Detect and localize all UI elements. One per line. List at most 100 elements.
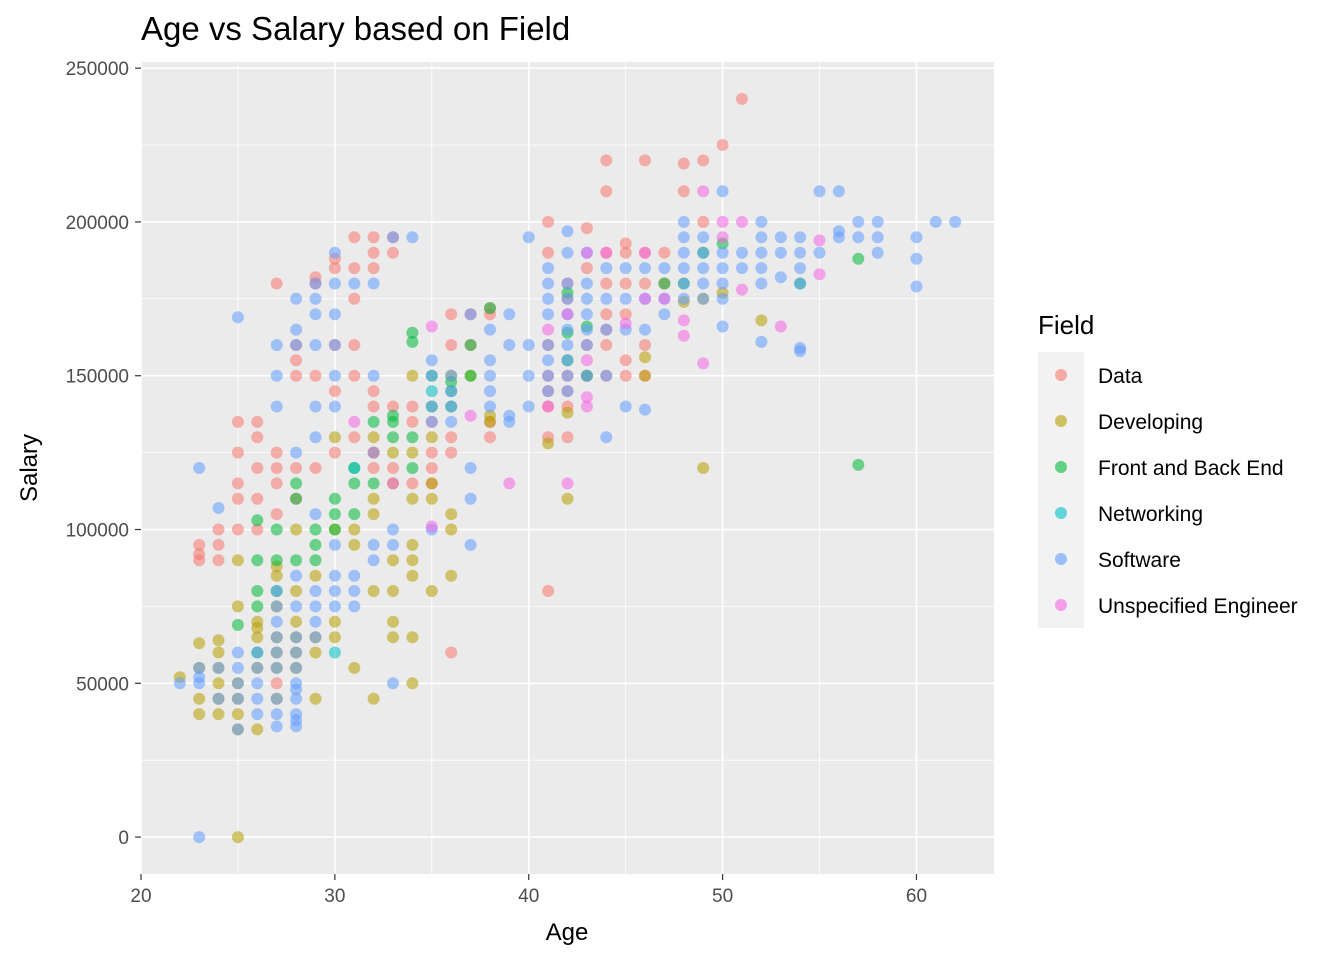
point-front-and-back-end [309,523,322,536]
point-unspecified-engineer [774,320,787,333]
point-data [231,523,244,536]
point-front-and-back-end [658,277,671,290]
point-developing [406,631,419,644]
point-software [600,323,613,336]
point-front-and-back-end [290,492,303,505]
point-data [328,262,341,275]
point-front-and-back-end [251,585,264,597]
point-data [406,477,419,490]
point-developing [231,708,244,721]
point-software [580,292,593,305]
point-software [677,292,690,305]
x-tick-label: 40 [518,886,539,907]
point-data [270,462,283,474]
point-developing [290,585,303,597]
plot-panel [141,62,994,874]
point-software [503,339,516,351]
point-software [580,323,593,336]
point-developing [387,585,399,597]
y-tick-label: 150000 [66,367,129,388]
point-data [406,400,419,413]
point-software [716,185,729,198]
point-data [716,139,729,151]
point-developing [193,692,206,705]
point-software [193,462,206,474]
point-software [774,231,787,244]
minor-grid [141,62,994,874]
point-data [309,369,322,382]
x-axis-title: Age [546,919,589,946]
point-developing [348,523,361,536]
point-software [367,538,380,551]
point-software [716,292,729,305]
point-software [813,246,826,259]
point-software [328,538,341,551]
legend-key-developing [1055,415,1067,427]
point-data [639,277,651,290]
point-data [348,431,361,444]
point-developing [406,492,419,505]
point-software [464,538,477,551]
point-front-and-back-end [406,462,419,474]
legend-key-data [1055,369,1067,381]
point-developing [387,554,399,567]
point-developing [309,692,322,705]
point-software [270,585,283,597]
point-software [367,277,380,290]
point-software [736,262,748,275]
point-front-and-back-end [387,431,399,444]
point-software [290,631,303,644]
legend-label-data: Data [1098,365,1143,388]
y-tick-label: 100000 [66,521,129,542]
point-unspecified-engineer [580,391,593,404]
point-software [231,723,244,736]
y-axis: 0 50000 100000 150000 200000 250000 [66,59,141,849]
point-data [348,292,361,305]
point-software [716,246,729,259]
legend-key-networking [1055,507,1067,519]
point-software [755,231,768,244]
point-developing [406,538,419,551]
point-software [755,215,768,228]
point-unspecified-engineer [813,234,826,247]
point-front-and-back-end [406,335,419,348]
point-data [270,477,283,490]
point-software [832,225,845,238]
point-unspecified-engineer [580,246,593,259]
point-developing [231,831,244,844]
point-software [251,677,264,690]
point-unspecified-engineer [619,317,632,330]
point-front-and-back-end [328,492,341,505]
point-software [425,415,438,428]
point-front-and-back-end [270,523,283,536]
point-developing [561,406,574,419]
point-software [697,246,710,259]
point-front-and-back-end [406,431,419,444]
point-data [619,308,632,321]
point-networking [348,462,361,474]
point-unspecified-engineer [542,400,555,413]
point-data [580,222,593,235]
point-software [309,508,322,521]
point-software [309,585,322,597]
point-data [367,231,380,244]
point-developing [406,554,419,567]
point-data [445,646,458,659]
point-software [309,615,322,628]
point-software [484,400,496,413]
point-developing [348,538,361,551]
point-software [813,185,826,198]
legend-key-software [1055,553,1067,565]
point-software [484,385,496,398]
point-software [309,292,322,305]
point-unspecified-engineer [503,477,516,490]
point-software [677,215,690,228]
point-software [328,600,341,613]
point-developing [425,477,438,490]
point-software [290,692,303,705]
point-software [309,600,322,613]
point-front-and-back-end [348,477,361,490]
point-data [600,154,613,167]
point-data [445,308,458,321]
point-unspecified-engineer [658,292,671,305]
